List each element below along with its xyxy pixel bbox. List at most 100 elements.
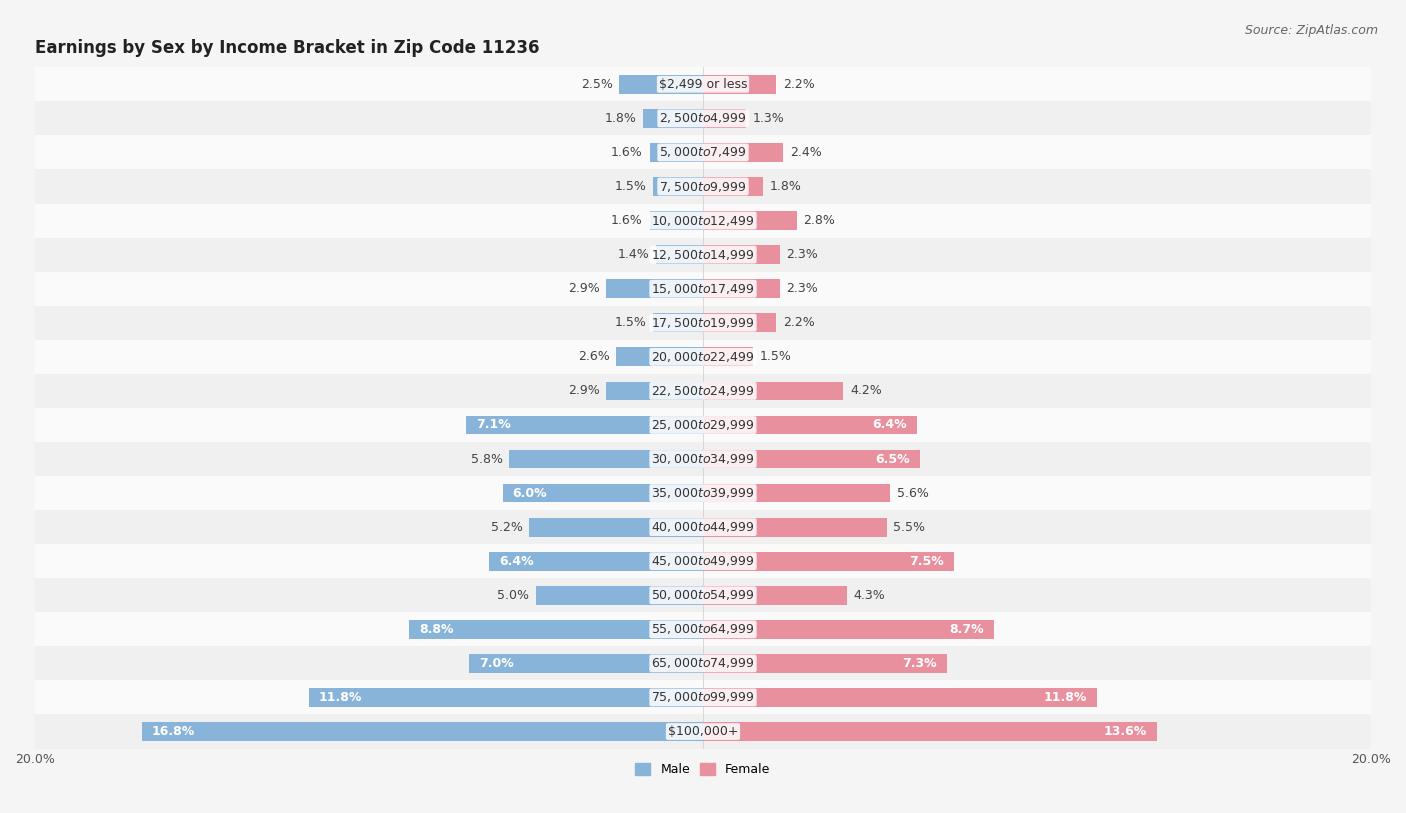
Text: 1.6%: 1.6% bbox=[612, 146, 643, 159]
Text: 4.3%: 4.3% bbox=[853, 589, 884, 602]
Text: 16.8%: 16.8% bbox=[152, 725, 195, 738]
Text: 2.6%: 2.6% bbox=[578, 350, 609, 363]
Bar bbox=[703, 722, 1157, 741]
Text: 1.8%: 1.8% bbox=[770, 180, 801, 193]
Bar bbox=[616, 347, 703, 366]
Text: 2.3%: 2.3% bbox=[786, 282, 818, 295]
Bar bbox=[703, 654, 946, 673]
Bar bbox=[703, 450, 920, 468]
Bar bbox=[650, 143, 703, 162]
Text: 5.2%: 5.2% bbox=[491, 520, 523, 533]
Bar bbox=[35, 715, 1371, 749]
Bar bbox=[35, 306, 1371, 340]
Bar bbox=[703, 211, 797, 230]
Text: 1.4%: 1.4% bbox=[617, 248, 650, 261]
Text: 1.3%: 1.3% bbox=[754, 112, 785, 125]
Text: $2,500 to $4,999: $2,500 to $4,999 bbox=[659, 111, 747, 125]
Text: $10,000 to $12,499: $10,000 to $12,499 bbox=[651, 214, 755, 228]
Bar bbox=[703, 620, 994, 639]
Bar bbox=[703, 347, 754, 366]
Bar bbox=[536, 586, 703, 605]
Bar bbox=[35, 476, 1371, 510]
Text: Earnings by Sex by Income Bracket in Zip Code 11236: Earnings by Sex by Income Bracket in Zip… bbox=[35, 39, 540, 58]
Text: 2.3%: 2.3% bbox=[786, 248, 818, 261]
Bar bbox=[703, 484, 890, 502]
Bar bbox=[703, 75, 776, 93]
Text: $15,000 to $17,499: $15,000 to $17,499 bbox=[651, 281, 755, 296]
Text: 11.8%: 11.8% bbox=[1043, 691, 1087, 704]
Text: 13.6%: 13.6% bbox=[1104, 725, 1147, 738]
Bar bbox=[703, 415, 917, 434]
Text: 8.7%: 8.7% bbox=[949, 623, 984, 636]
Bar bbox=[652, 313, 703, 333]
Bar bbox=[465, 415, 703, 434]
Text: 11.8%: 11.8% bbox=[319, 691, 363, 704]
Text: 2.9%: 2.9% bbox=[568, 385, 599, 398]
Text: 1.5%: 1.5% bbox=[614, 316, 647, 329]
Text: 6.4%: 6.4% bbox=[872, 419, 907, 432]
Bar bbox=[703, 381, 844, 400]
Text: 2.4%: 2.4% bbox=[790, 146, 821, 159]
Bar bbox=[703, 109, 747, 128]
Bar bbox=[35, 272, 1371, 306]
Text: $45,000 to $49,999: $45,000 to $49,999 bbox=[651, 554, 755, 568]
Bar bbox=[35, 544, 1371, 578]
Bar bbox=[470, 654, 703, 673]
Text: $50,000 to $54,999: $50,000 to $54,999 bbox=[651, 589, 755, 602]
Text: $40,000 to $44,999: $40,000 to $44,999 bbox=[651, 520, 755, 534]
Bar bbox=[703, 688, 1097, 706]
Text: 4.2%: 4.2% bbox=[851, 385, 882, 398]
Bar bbox=[35, 408, 1371, 442]
Text: $17,500 to $19,999: $17,500 to $19,999 bbox=[651, 315, 755, 330]
Bar bbox=[703, 586, 846, 605]
Text: 2.2%: 2.2% bbox=[783, 316, 815, 329]
Bar bbox=[409, 620, 703, 639]
Text: 6.0%: 6.0% bbox=[513, 486, 547, 499]
Bar bbox=[35, 102, 1371, 136]
Text: 7.1%: 7.1% bbox=[475, 419, 510, 432]
Bar bbox=[703, 313, 776, 333]
Bar bbox=[35, 169, 1371, 203]
Bar bbox=[35, 510, 1371, 544]
Bar bbox=[489, 552, 703, 571]
Bar bbox=[703, 143, 783, 162]
Text: $7,500 to $9,999: $7,500 to $9,999 bbox=[659, 180, 747, 193]
Bar bbox=[529, 518, 703, 537]
Text: 1.5%: 1.5% bbox=[759, 350, 792, 363]
Bar bbox=[35, 203, 1371, 237]
Text: 7.0%: 7.0% bbox=[479, 657, 515, 670]
Text: $25,000 to $29,999: $25,000 to $29,999 bbox=[651, 418, 755, 432]
Bar bbox=[35, 67, 1371, 102]
Bar bbox=[652, 177, 703, 196]
Text: $5,000 to $7,499: $5,000 to $7,499 bbox=[659, 146, 747, 159]
Bar bbox=[35, 374, 1371, 408]
Text: 7.5%: 7.5% bbox=[908, 554, 943, 567]
Bar bbox=[606, 381, 703, 400]
Bar bbox=[35, 340, 1371, 374]
Text: $75,000 to $99,999: $75,000 to $99,999 bbox=[651, 690, 755, 704]
Text: 5.0%: 5.0% bbox=[498, 589, 529, 602]
Text: $20,000 to $22,499: $20,000 to $22,499 bbox=[651, 350, 755, 364]
Text: 1.6%: 1.6% bbox=[612, 214, 643, 227]
Text: 5.5%: 5.5% bbox=[893, 520, 925, 533]
Bar bbox=[703, 280, 780, 298]
Bar bbox=[703, 246, 780, 264]
Bar bbox=[643, 109, 703, 128]
Text: 2.8%: 2.8% bbox=[803, 214, 835, 227]
Text: $65,000 to $74,999: $65,000 to $74,999 bbox=[651, 656, 755, 671]
Text: 2.9%: 2.9% bbox=[568, 282, 599, 295]
Text: 6.5%: 6.5% bbox=[876, 453, 910, 466]
Bar bbox=[703, 177, 763, 196]
Text: 2.5%: 2.5% bbox=[581, 78, 613, 91]
Text: $100,000+: $100,000+ bbox=[668, 725, 738, 738]
Text: $22,500 to $24,999: $22,500 to $24,999 bbox=[651, 384, 755, 398]
Text: $2,499 or less: $2,499 or less bbox=[659, 78, 747, 91]
Text: 1.8%: 1.8% bbox=[605, 112, 636, 125]
Bar bbox=[309, 688, 703, 706]
Text: 8.8%: 8.8% bbox=[419, 623, 454, 636]
Text: 5.6%: 5.6% bbox=[897, 486, 928, 499]
Bar bbox=[606, 280, 703, 298]
Bar bbox=[35, 136, 1371, 169]
Bar bbox=[509, 450, 703, 468]
Bar bbox=[703, 518, 887, 537]
